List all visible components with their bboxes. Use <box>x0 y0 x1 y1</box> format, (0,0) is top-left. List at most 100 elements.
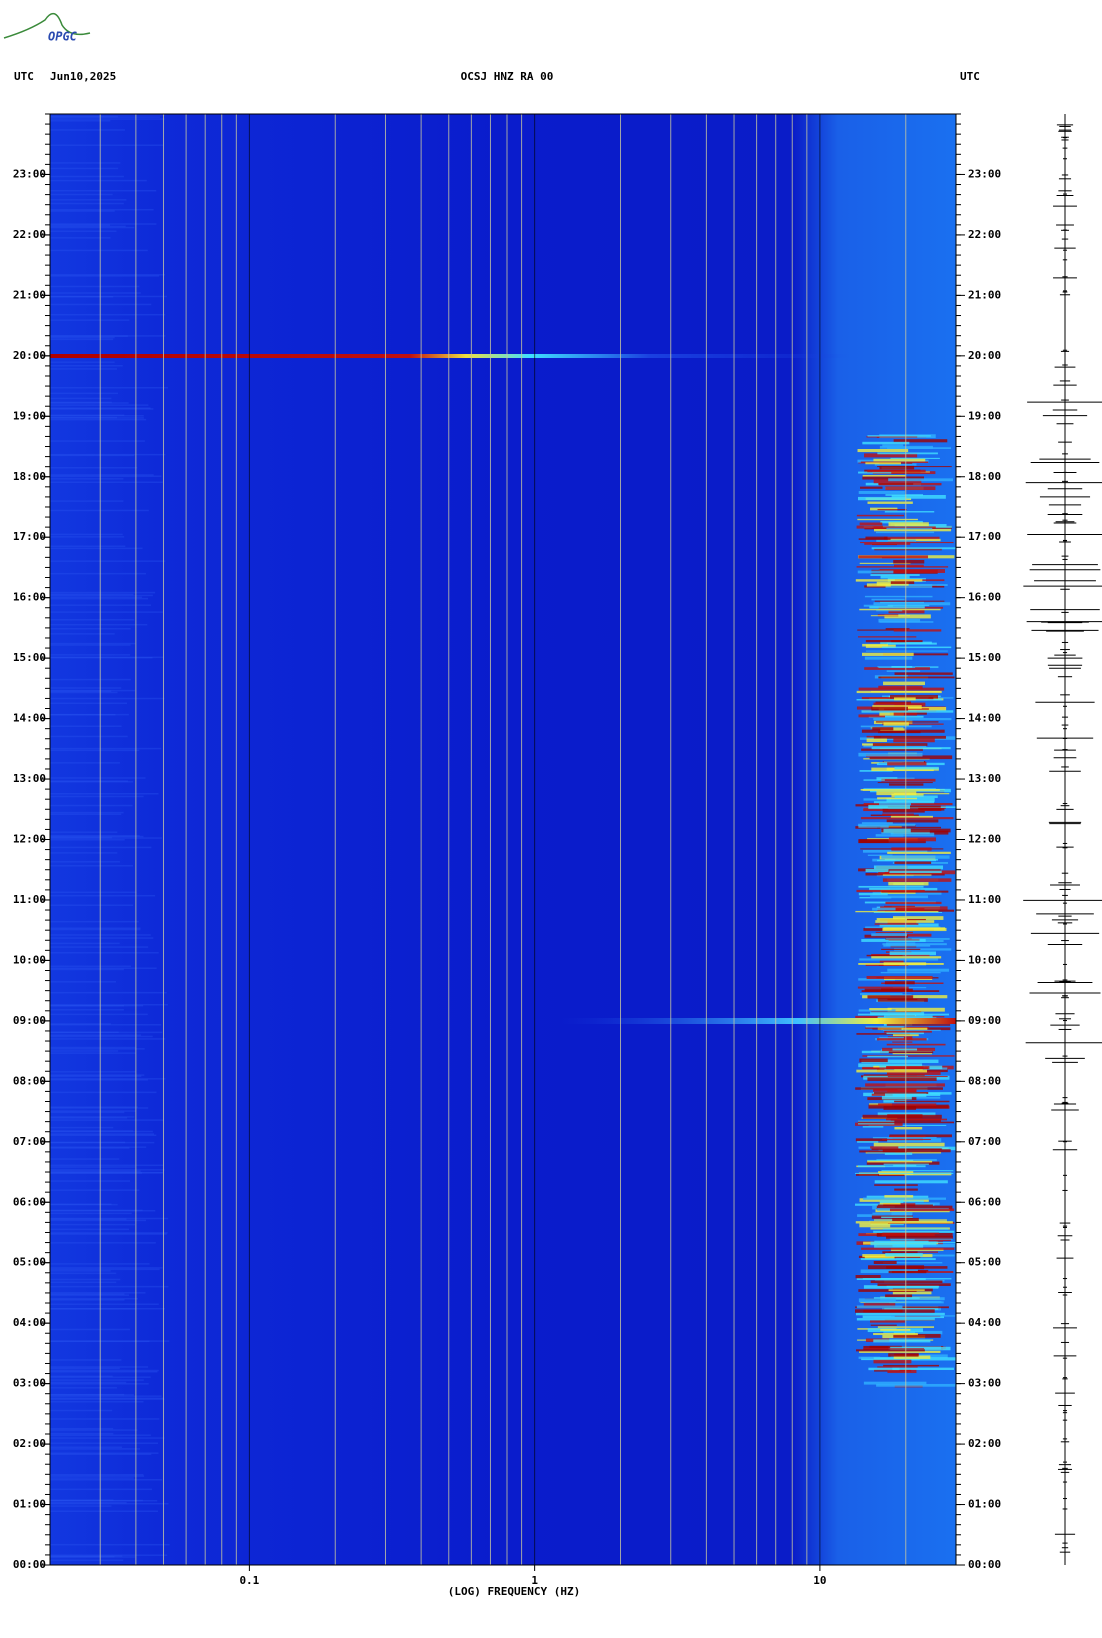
texture-streak <box>50 968 124 971</box>
texture-streak <box>887 761 927 766</box>
texture-streak <box>50 946 149 948</box>
texture-streak <box>50 942 120 945</box>
texture-streak <box>870 895 929 899</box>
texture-streak <box>50 1381 127 1384</box>
texture-streak <box>888 882 929 886</box>
y-tick-label: 20:00 <box>13 349 46 362</box>
texture-streak <box>873 526 936 529</box>
texture-streak <box>50 223 157 225</box>
y-tick-label: 05:00 <box>968 1256 1001 1269</box>
texture-streak <box>50 1281 117 1284</box>
texture-streak <box>883 828 911 833</box>
texture-streak <box>50 795 144 798</box>
texture-streak <box>859 608 941 611</box>
texture-streak <box>50 1272 117 1275</box>
texture-streak <box>893 439 948 443</box>
texture-streak <box>879 621 934 623</box>
texture-streak <box>50 1294 130 1296</box>
texture-streak <box>50 1119 164 1121</box>
texture-streak <box>893 629 942 632</box>
texture-streak <box>871 933 908 937</box>
texture-streak <box>50 627 131 630</box>
texture-streak <box>892 1291 932 1295</box>
texture-streak <box>879 1200 904 1203</box>
texture-streak <box>50 466 138 469</box>
logo: OPGC <box>48 30 78 44</box>
texture-streak <box>50 928 141 931</box>
texture-streak <box>867 995 914 999</box>
texture-streak <box>858 490 905 494</box>
texture-streak <box>874 1180 948 1184</box>
y-tick-label: 17:00 <box>968 530 1001 543</box>
texture-streak <box>870 615 911 617</box>
y-tick-label: 04:00 <box>13 1316 46 1329</box>
texture-streak <box>50 210 115 212</box>
texture-streak <box>891 1200 924 1203</box>
texture-streak <box>858 555 929 559</box>
texture-streak <box>50 1395 162 1397</box>
texture-streak <box>891 793 924 797</box>
texture-streak <box>50 593 134 596</box>
texture-streak <box>890 815 933 818</box>
texture-streak <box>882 723 944 725</box>
y-tick-label: 12:00 <box>968 833 1001 846</box>
texture-streak <box>50 1212 132 1215</box>
texture-streak <box>877 797 918 800</box>
texture-streak <box>50 285 140 288</box>
texture-streak <box>859 839 889 843</box>
texture-streak <box>887 604 930 607</box>
texture-streak <box>50 474 154 476</box>
texture-streak <box>887 968 950 972</box>
texture-streak <box>50 904 134 906</box>
texture-streak <box>50 725 122 728</box>
texture-streak <box>890 1239 952 1242</box>
texture-streak <box>50 224 111 226</box>
y-tick-label: 18:00 <box>968 470 1001 483</box>
x-tick-label: 0.1 <box>239 1574 259 1587</box>
texture-streak <box>858 885 924 888</box>
texture-streak <box>882 444 904 447</box>
texture-streak <box>50 1442 159 1444</box>
texture-streak <box>50 713 129 716</box>
texture-streak <box>50 1158 120 1160</box>
texture-streak <box>50 418 147 421</box>
texture-streak <box>50 1308 136 1310</box>
texture-streak <box>50 1278 121 1281</box>
texture-streak <box>50 1242 156 1244</box>
texture-streak <box>863 798 891 801</box>
texture-streak <box>882 808 945 811</box>
texture-streak <box>50 1219 147 1222</box>
texture-streak <box>864 453 918 458</box>
texture-streak <box>50 1556 136 1558</box>
texture-streak <box>50 623 148 626</box>
texture-streak <box>50 237 111 239</box>
texture-streak <box>50 533 123 536</box>
texture-streak <box>874 528 952 532</box>
texture-streak <box>886 1118 947 1121</box>
texture-streak <box>863 779 885 781</box>
texture-streak <box>864 1255 895 1260</box>
texture-streak <box>50 1285 169 1288</box>
texture-streak <box>858 496 907 501</box>
texture-streak <box>871 1011 922 1013</box>
texture-streak <box>881 1216 913 1219</box>
texture-streak <box>858 752 923 757</box>
texture-streak <box>873 1339 931 1343</box>
texture-streak <box>50 1117 128 1119</box>
texture-streak <box>858 538 891 540</box>
texture-streak <box>50 1340 170 1342</box>
texture-streak <box>882 557 907 559</box>
texture-streak <box>869 606 925 609</box>
y-tick-label: 22:00 <box>13 228 46 241</box>
texture-streak <box>50 1437 165 1439</box>
texture-streak <box>867 1151 896 1154</box>
texture-streak <box>50 1477 134 1479</box>
texture-streak <box>872 743 928 746</box>
texture-streak <box>50 1031 163 1034</box>
texture-streak <box>50 1298 139 1300</box>
texture-streak <box>862 1114 942 1119</box>
texture-streak <box>862 1278 952 1280</box>
texture-streak <box>891 1315 956 1317</box>
texture-streak <box>868 715 924 718</box>
